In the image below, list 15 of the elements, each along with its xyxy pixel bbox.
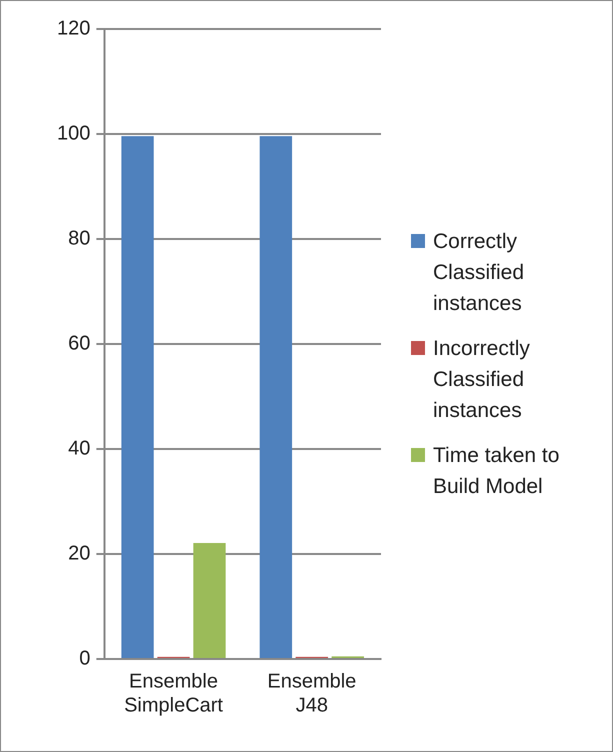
- x-tick-label: Ensemble J48: [267, 670, 356, 717]
- y-tick-label: 20: [68, 542, 90, 565]
- legend-label: Incorrectly Classified instances: [433, 336, 531, 424]
- legend-label: Correctly Classified instances: [433, 229, 526, 317]
- bar: [260, 136, 292, 658]
- y-tick-label: 0: [79, 648, 90, 670]
- y-tick-label: 120: [56, 18, 90, 40]
- y-tick-label: 60: [68, 332, 90, 355]
- bar: [121, 136, 154, 658]
- bar: [193, 542, 226, 658]
- x-tick-label: Ensemble SimpleCart: [124, 670, 224, 717]
- y-tick-label: 100: [56, 122, 90, 145]
- y-tick-label: 40: [68, 438, 90, 460]
- y-tick-label: 80: [68, 228, 90, 250]
- legend-label: Time taken to Build Model: [433, 443, 560, 500]
